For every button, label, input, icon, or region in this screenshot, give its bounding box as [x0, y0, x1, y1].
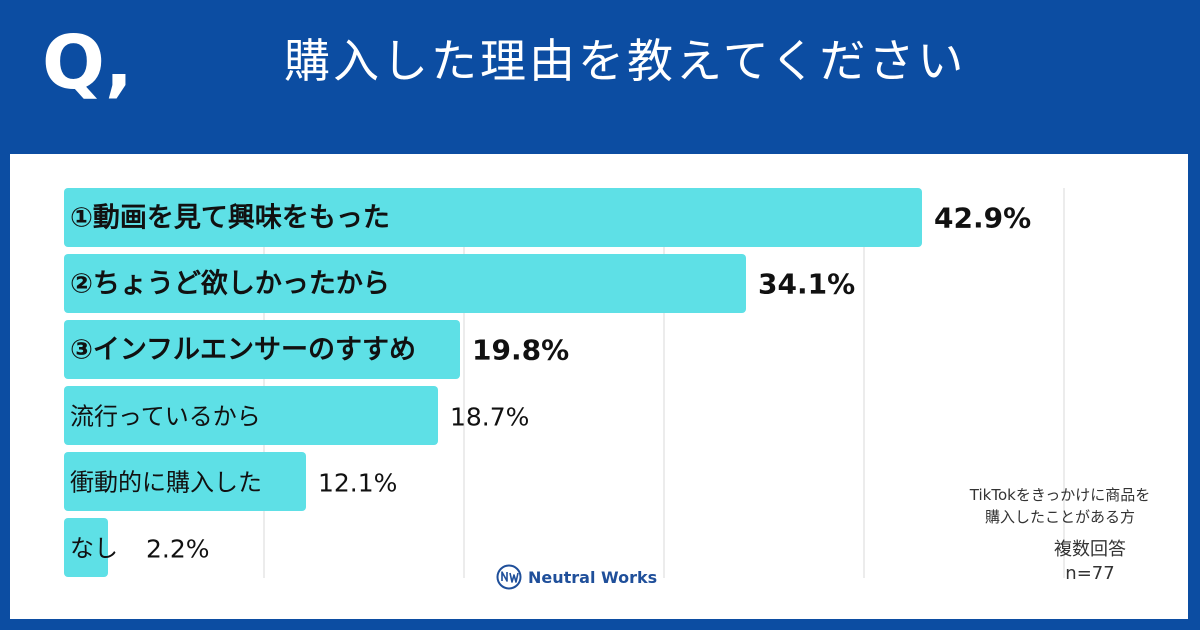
respondent-note-line2: 購入したことがある方 [984, 508, 1135, 526]
sample-size-label: n=77 [1065, 563, 1115, 584]
sample-note: 複数回答 n=77 [1030, 538, 1150, 586]
page-title: 購入した理由を教えてください [284, 34, 967, 88]
header-bar: Q, 購入した理由を教えてください [0, 0, 1200, 138]
respondent-note-line1: TikTokをきっかけに商品を [969, 486, 1151, 504]
respondent-note: TikTokをきっかけに商品を 購入したことがある方 [930, 484, 1190, 528]
chart-panel [10, 154, 1188, 619]
neutral-works-logo-icon [496, 564, 522, 590]
logo-text: Neutral Works [528, 567, 658, 587]
brand-logo: Neutral Works [496, 563, 657, 591]
question-mark: Q, [42, 20, 134, 106]
multiple-answer-label: 複数回答 [1054, 539, 1126, 560]
